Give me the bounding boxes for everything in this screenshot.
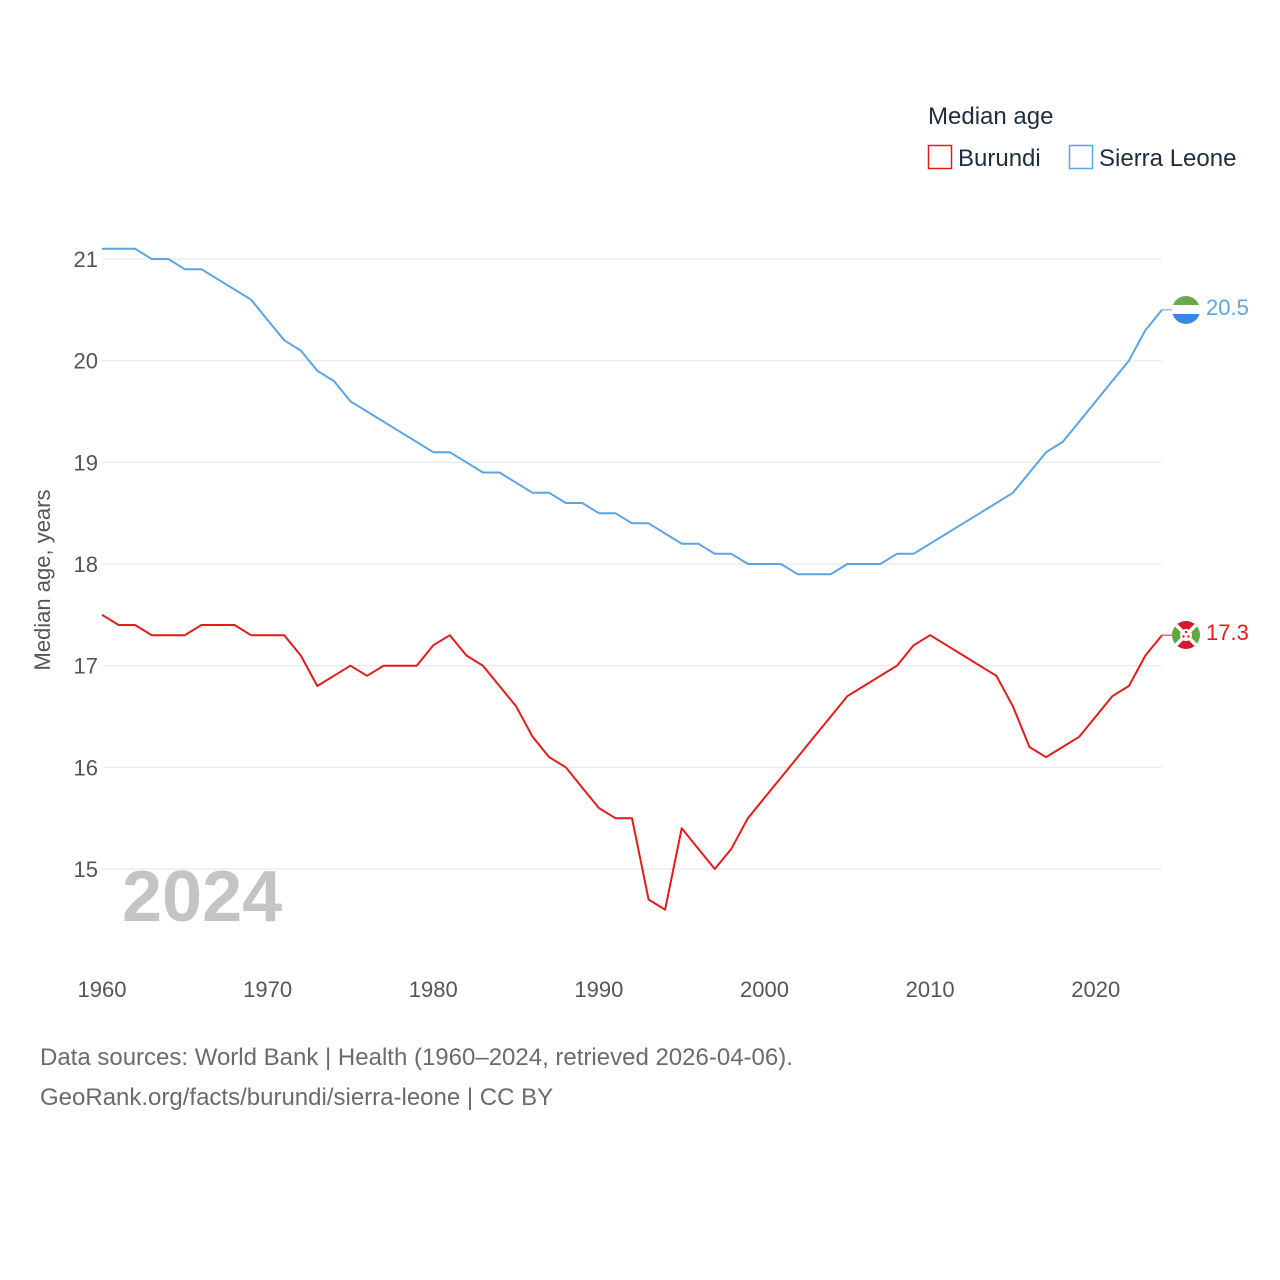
end-label-burundi: 17.3 xyxy=(1206,620,1249,645)
year-stamp: 2024 xyxy=(122,857,282,937)
x-tick-label: 2000 xyxy=(740,977,789,1002)
legend-title: Median age xyxy=(928,103,1053,130)
y-tick-label: 17 xyxy=(74,654,98,679)
burundi-flag-icon xyxy=(1172,621,1200,649)
y-axis-ticks: 15 16 17 18 19 20 21 xyxy=(74,247,98,882)
legend-label-burundi[interactable]: Burundi xyxy=(958,145,1041,172)
x-tick-label: 2020 xyxy=(1071,977,1120,1002)
x-tick-label: 2010 xyxy=(906,977,955,1002)
x-tick-label: 1960 xyxy=(78,977,127,1002)
source-url[interactable]: GeoRank.org/facts/burundi/sierra-leone |… xyxy=(40,1084,554,1111)
y-tick-label: 16 xyxy=(74,755,98,780)
legend-label-sierra-leone[interactable]: Sierra Leone xyxy=(1099,145,1236,172)
y-tick-label: 19 xyxy=(74,450,98,475)
y-tick-label: 20 xyxy=(74,349,98,374)
gridlines xyxy=(102,258,1162,870)
data-source-note: Data sources: World Bank | Health (1960–… xyxy=(40,1044,793,1071)
x-tick-label: 1980 xyxy=(409,977,458,1002)
y-tick-label: 15 xyxy=(74,857,98,882)
end-label-sierra-leone: 20.5 xyxy=(1206,295,1249,320)
x-axis-ticks: 1960 1970 1980 1990 2000 2010 2020 xyxy=(78,977,1121,1002)
series-line-sierra-leone[interactable] xyxy=(102,247,1163,576)
legend-swatch-sierra-leone[interactable] xyxy=(1068,144,1094,170)
series-line-burundi[interactable] xyxy=(101,613,1163,911)
line-chart: 15 16 17 18 19 20 21 1960 1970 1980 1990 2000 2010 2… xyxy=(30,103,1249,1002)
y-tick-label: 21 xyxy=(74,247,98,272)
y-tick-label: 18 xyxy=(74,552,98,577)
series-lines xyxy=(101,247,1172,911)
legend: Median age Burundi Sierra Leone xyxy=(927,103,1236,172)
legend-swatch-burundi[interactable] xyxy=(927,144,953,170)
sierra-leone-flag-icon xyxy=(1172,296,1200,324)
x-tick-label: 1970 xyxy=(243,977,292,1002)
y-axis-title: Median age, years xyxy=(30,490,55,671)
x-tick-label: 1990 xyxy=(574,977,623,1002)
